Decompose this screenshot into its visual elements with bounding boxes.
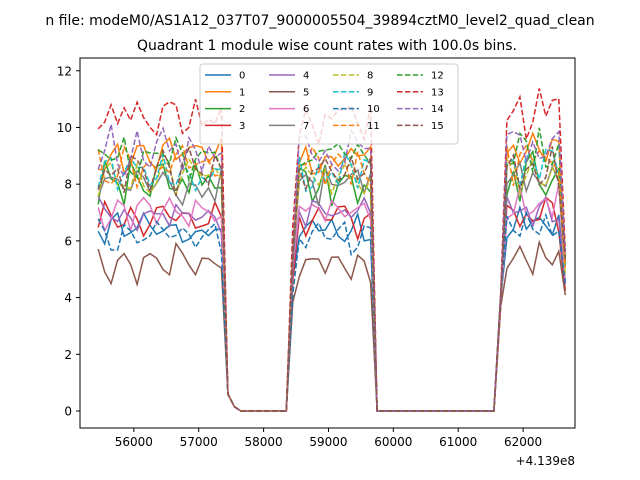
y-tick-label: 8: [64, 178, 72, 192]
x-tick-label: 58000: [245, 435, 283, 449]
legend-box: [199, 63, 459, 145]
legend-label-11: 11: [367, 121, 380, 132]
series-line-14: [97, 124, 567, 412]
y-tick-label: 12: [57, 64, 72, 78]
legend-label-10: 10: [367, 104, 380, 115]
legend-label-2: 2: [239, 104, 245, 115]
x-axis: 56000 57000 58000 59000 60000 61000 62000: [115, 428, 542, 449]
series-line-2: [97, 149, 567, 412]
legend-label-0: 0: [239, 71, 245, 82]
legend-label-13: 13: [431, 87, 444, 98]
legend-label-15: 15: [431, 121, 444, 132]
y-tick-label: 6: [64, 234, 72, 248]
legend-label-8: 8: [367, 71, 373, 82]
legend-label-4: 4: [303, 71, 309, 82]
y-tick-label: 4: [64, 291, 72, 305]
series-lines: [97, 88, 567, 412]
legend-label-12: 12: [431, 71, 444, 82]
legend-label-14: 14: [431, 104, 444, 115]
x-tick-label: 59000: [309, 435, 347, 449]
x-tick-label: 61000: [439, 435, 477, 449]
x-tick-label: 57000: [180, 435, 218, 449]
series-line-9: [97, 148, 567, 412]
axes-frame: [79, 57, 576, 429]
y-tick-label: 0: [64, 404, 72, 418]
y-tick-label: 10: [57, 121, 72, 135]
y-axis: 0 2 4 6 8 10 12: [57, 64, 80, 418]
x-tick-label: 62000: [504, 435, 542, 449]
legend-label-3: 3: [239, 121, 245, 132]
y-tick-label: 2: [64, 348, 72, 362]
legend-label-1: 1: [239, 87, 245, 98]
series-line-8: [97, 157, 567, 412]
x-tick-label: 56000: [115, 435, 153, 449]
x-offset-label: +4.139e8: [516, 454, 575, 468]
legend-label-6: 6: [303, 104, 309, 115]
x-tick-label: 60000: [374, 435, 412, 449]
legend-label-5: 5: [303, 87, 309, 98]
legend-label-7: 7: [303, 121, 309, 132]
figure-suptitle: n file: modeM0/AS1A12_037T07_9000005504_…: [45, 13, 594, 29]
legend-label-9: 9: [367, 87, 373, 98]
chart-title: Quadrant 1 module wise count rates with …: [137, 38, 517, 54]
series-line-15: [97, 146, 567, 412]
